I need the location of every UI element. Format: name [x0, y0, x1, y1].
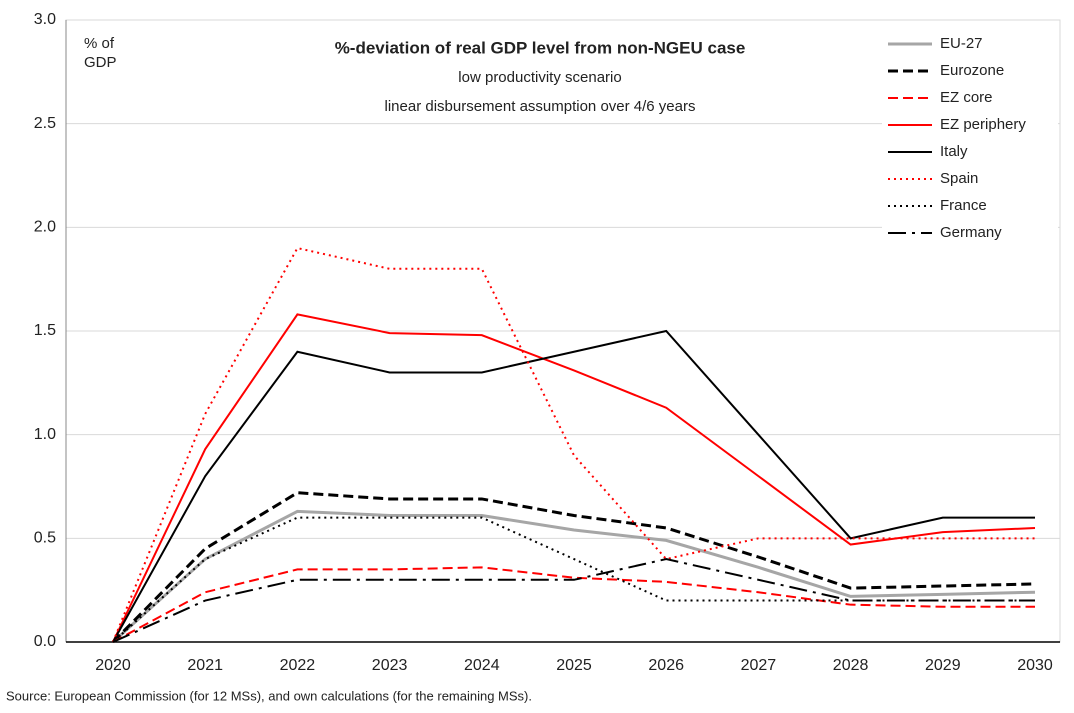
- y-tick-label: 0.5: [34, 530, 56, 547]
- series-line: [111, 509, 1036, 644]
- source-note: Source: European Commission (for 12 MSs)…: [6, 688, 532, 703]
- series-line: [112, 313, 1036, 643]
- legend-label: Italy: [940, 143, 968, 160]
- series-line: [111, 491, 1036, 644]
- y-tick-label: 2.0: [34, 219, 56, 236]
- y-axis-label: % of GDP: [84, 35, 117, 71]
- chart-subtitle: low productivity scenario: [458, 69, 621, 86]
- y-tick-label: 1.5: [34, 322, 56, 339]
- x-tick-label: 2028: [833, 657, 869, 674]
- y-tick-label: 2.5: [34, 115, 56, 132]
- series-line: [112, 246, 1035, 643]
- x-tick-label: 2026: [648, 657, 684, 674]
- x-tick-label: 2023: [372, 657, 408, 674]
- x-tick-label: 2027: [741, 657, 777, 674]
- x-tick-label: 2020: [95, 657, 131, 674]
- y-tick-label: 1.0: [34, 426, 56, 443]
- x-tick-label: 2025: [556, 657, 592, 674]
- x-tick-label: 2021: [187, 657, 223, 674]
- series-line: [112, 516, 1035, 643]
- x-tick-label: 2022: [280, 657, 316, 674]
- legend-box: [882, 30, 1058, 250]
- legend-label: Spain: [940, 170, 978, 187]
- x-tick-label: 2030: [1017, 657, 1053, 674]
- series-line: [112, 558, 1035, 643]
- legend-label: Germany: [940, 224, 1002, 241]
- y-tick-label: 3.0: [34, 11, 56, 28]
- legend-label: Eurozone: [940, 62, 1004, 79]
- x-tick-label: 2024: [464, 657, 500, 674]
- x-tick-label: 2029: [925, 657, 961, 674]
- legend-label: EZ periphery: [940, 116, 1026, 133]
- chart-subtitle: linear disbursement assumption over 4/6 …: [385, 98, 696, 115]
- legend-label: France: [940, 197, 987, 214]
- chart-title: %-deviation of real GDP level from non-N…: [335, 38, 746, 57]
- series-line: [112, 329, 1035, 643]
- series-line: [112, 566, 1035, 643]
- legend-label: EU-27: [940, 35, 983, 52]
- y-tick-label: 0.0: [34, 633, 56, 650]
- legend-label: EZ core: [940, 89, 993, 106]
